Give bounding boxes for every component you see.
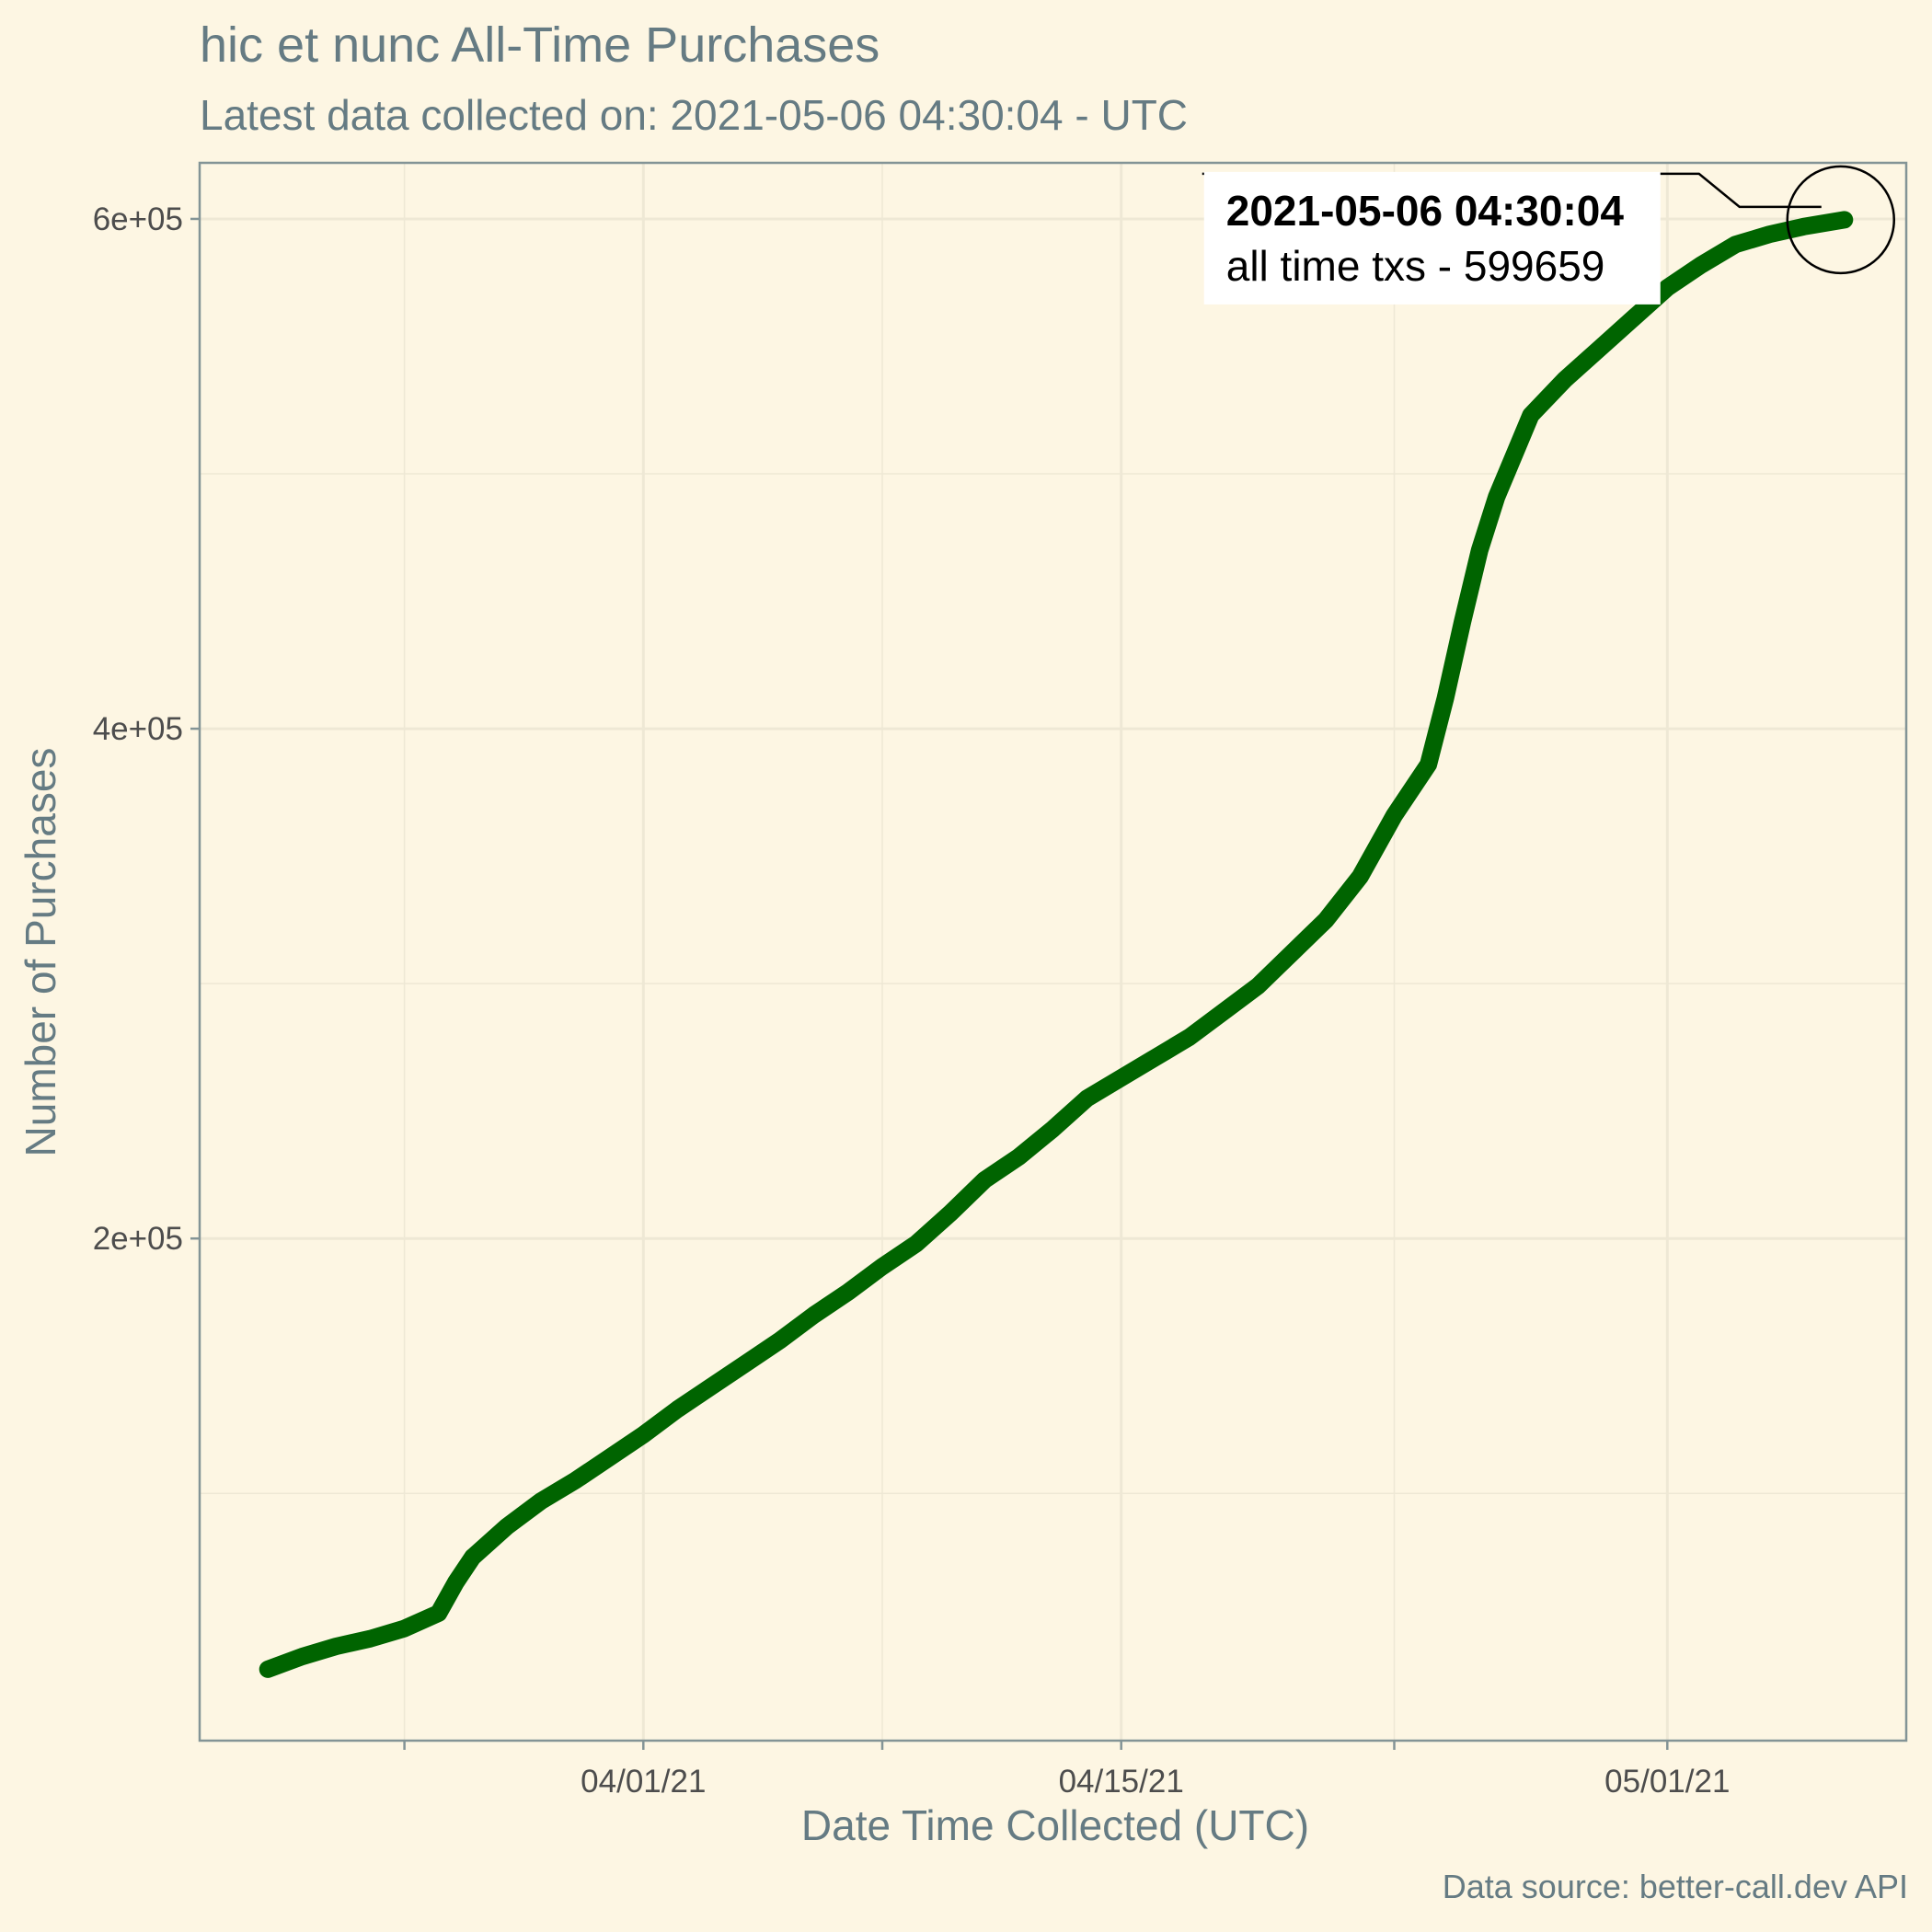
annotation-value: all time txs - 599659 — [1226, 242, 1605, 290]
x-axis-label: Date Time Collected (UTC) — [801, 1801, 1309, 1849]
highlight-circle — [1786, 165, 1896, 275]
latest-point-annotation: 2021-05-06 04:30:04 all time txs - 59965… — [1202, 165, 1896, 305]
chart-title: hic et nunc All-Time Purchases — [200, 17, 880, 73]
y-axis-label: Number of Purchases — [17, 748, 64, 1157]
y-tick-label: 4e+05 — [93, 711, 183, 747]
annotation-label-box — [1203, 171, 1661, 305]
y-axis-ticks: 2e+05 4e+05 6e+05 — [93, 201, 200, 1257]
y-tick-label: 6e+05 — [93, 201, 183, 237]
x-tick-label: 05/01/21 — [1604, 1764, 1730, 1800]
x-tick-label: 04/15/21 — [1059, 1764, 1184, 1800]
chart-subtitle: Latest data collected on: 2021-05-06 04:… — [200, 91, 1189, 139]
x-tick-label: 04/01/21 — [581, 1764, 706, 1800]
purchases-line — [259, 211, 1854, 1678]
x-axis-ticks: 04/01/21 04/15/21 05/01/21 — [403, 1741, 1730, 1800]
y-tick-label: 2e+05 — [93, 1221, 183, 1257]
data-source-caption: Data source: better-call.dev API — [1442, 1868, 1908, 1905]
annotation-timestamp: 2021-05-06 04:30:04 — [1226, 187, 1625, 235]
plot-border — [198, 161, 1908, 1742]
grid-lines — [200, 163, 1906, 1741]
